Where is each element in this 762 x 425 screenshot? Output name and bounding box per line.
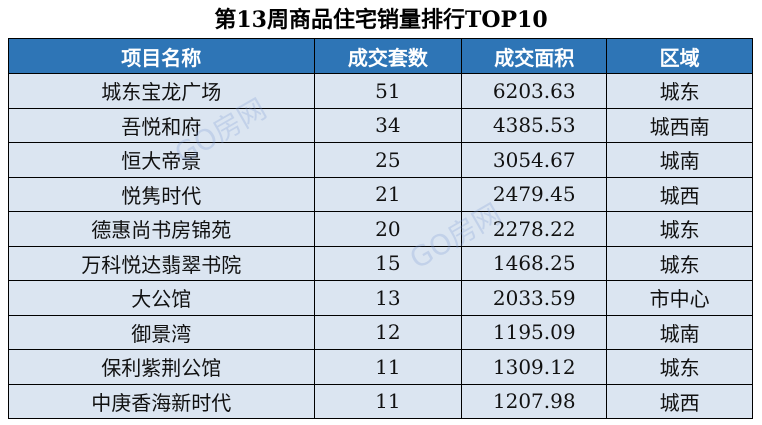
table-cell: 保利紫荆公馆 <box>8 349 315 385</box>
sales-table: 项目名称 成交套数 成交面积 区域 城东宝龙广场 51 6203.63 城东 吾悦和府 34 43… <box>8 38 753 419</box>
table-cell: 大公馆 <box>8 280 315 316</box>
table-cell: 51 <box>313 73 463 109</box>
table-cell: 2033.59 <box>461 280 608 316</box>
table-row: 万科悦达翡翠书院 15 1468.25 城东 <box>8 245 753 281</box>
table-row: 大公馆 13 2033.59 市中心 <box>8 280 753 316</box>
table-cell: 20 <box>313 211 463 247</box>
table-cell: 4385.53 <box>461 107 608 143</box>
table-cell: 城西 <box>606 176 753 212</box>
table-cell: 城南 <box>606 314 753 350</box>
header-cell: 成交套数 <box>313 38 463 74</box>
table-cell: 1207.98 <box>461 383 608 419</box>
table-row: 恒大帝景 25 3054.67 城南 <box>8 142 753 178</box>
table-cell: 城东 <box>606 245 753 281</box>
header-row: 项目名称 成交套数 成交面积 区域 <box>8 38 753 74</box>
table-cell: 13 <box>313 280 463 316</box>
table-cell: 12 <box>313 314 463 350</box>
table-cell: 城东宝龙广场 <box>8 73 315 109</box>
table-cell: 城东 <box>606 73 753 109</box>
header-cell: 成交面积 <box>461 38 608 74</box>
table-cell: 11 <box>313 383 463 419</box>
table-cell: 3054.67 <box>461 142 608 178</box>
table-cell: 6203.63 <box>461 73 608 109</box>
table-cell: 25 <box>313 142 463 178</box>
table-row: 德惠尚书房锦苑 20 2278.22 城东 <box>8 211 753 247</box>
table-cell: 御景湾 <box>8 314 315 350</box>
title: 第13周商品住宅销量排行TOP10 <box>214 7 548 33</box>
table-cell: 德惠尚书房锦苑 <box>8 211 315 247</box>
table-cell: 城东 <box>606 211 753 247</box>
table-row: 保利紫荆公馆 11 1309.12 城东 <box>8 349 753 385</box>
table-cell: 34 <box>313 107 463 143</box>
table-row: 中庚香海新时代 11 1207.98 城西 <box>8 383 753 419</box>
table-cell: 15 <box>313 245 463 281</box>
table-cell: 悦隽时代 <box>8 176 315 212</box>
table-cell: 2278.22 <box>461 211 608 247</box>
table-cell: 1195.09 <box>461 314 608 350</box>
table-row: 吾悦和府 34 4385.53 城西南 <box>8 107 753 143</box>
table-cell: 吾悦和府 <box>8 107 315 143</box>
table-cell: 2479.45 <box>461 176 608 212</box>
table-cell: 城西南 <box>606 107 753 143</box>
table-cell: 市中心 <box>606 280 753 316</box>
table-cell: 万科悦达翡翠书院 <box>8 245 315 281</box>
table-cell: 1309.12 <box>461 349 608 385</box>
table-cell: 城东 <box>606 349 753 385</box>
header-cell: 项目名称 <box>8 38 315 74</box>
table-cell: 恒大帝景 <box>8 142 315 178</box>
table-row: 御景湾 12 1195.09 城南 <box>8 314 753 350</box>
table-body: 城东宝龙广场 51 6203.63 城东 吾悦和府 34 4385.53 城西南 恒大帝景 25 3… <box>8 73 753 419</box>
header-cell: 区域 <box>606 38 753 74</box>
table-cell: 城南 <box>606 142 753 178</box>
table-cell: 1468.25 <box>461 245 608 281</box>
table-row: 城东宝龙广场 51 6203.63 城东 <box>8 73 753 109</box>
table-cell: 中庚香海新时代 <box>8 383 315 419</box>
table-cell: 21 <box>313 176 463 212</box>
table-cell: 城西 <box>606 383 753 419</box>
table-cell: 11 <box>313 349 463 385</box>
table-row: 悦隽时代 21 2479.45 城西 <box>8 176 753 212</box>
